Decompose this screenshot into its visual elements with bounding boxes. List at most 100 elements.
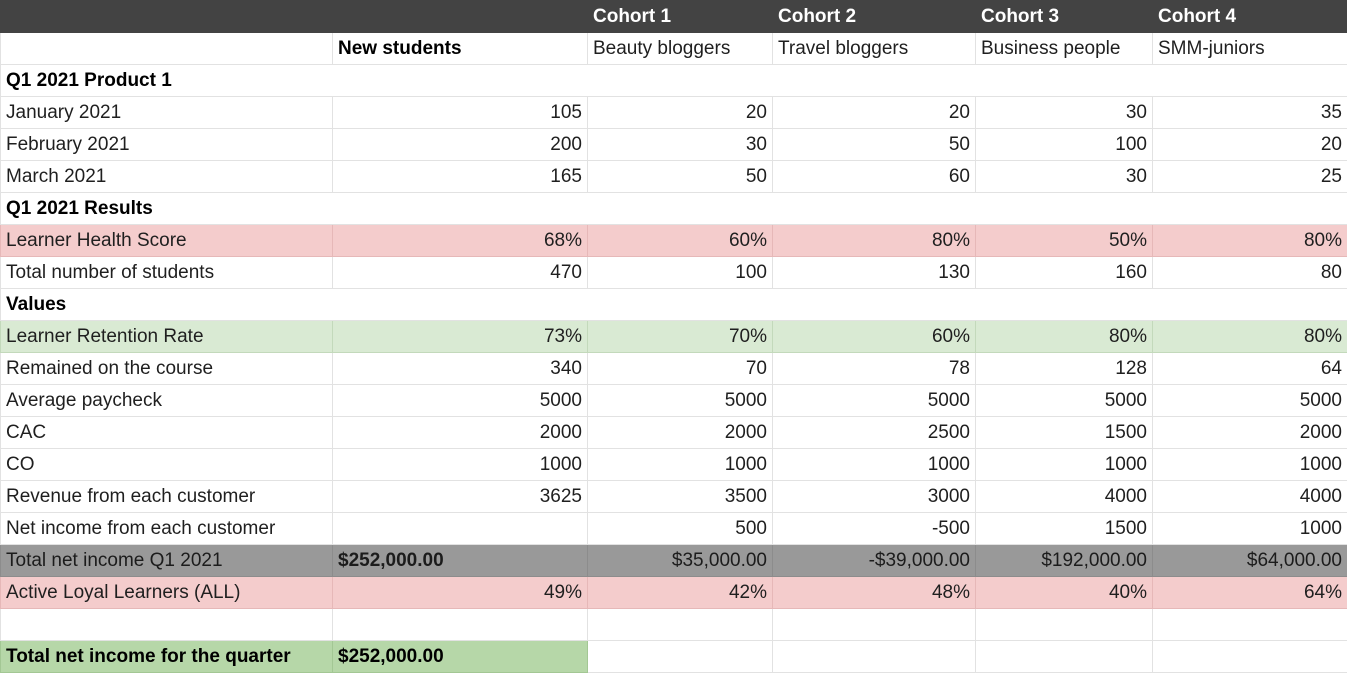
cell[interactable]: 60 [772, 160, 976, 193]
cell[interactable]: 50 [587, 160, 773, 193]
cell[interactable] [332, 288, 588, 321]
cell[interactable]: 20 [1152, 128, 1347, 161]
cell[interactable]: 470 [332, 256, 588, 289]
cell[interactable]: 1000 [332, 448, 588, 481]
cell[interactable] [975, 640, 1153, 673]
cell[interactable]: 42% [587, 576, 773, 609]
cell[interactable] [587, 288, 773, 321]
cohort-1-header[interactable]: Cohort 1 [587, 0, 773, 33]
cell[interactable]: 1000 [975, 448, 1153, 481]
row-label[interactable]: Revenue from each customer [0, 480, 333, 513]
cell[interactable]: 64% [1152, 576, 1347, 609]
cell[interactable]: 1500 [975, 512, 1153, 545]
cell[interactable]: 25 [1152, 160, 1347, 193]
cell[interactable]: 200 [332, 128, 588, 161]
row-label[interactable]: Total number of students [0, 256, 333, 289]
cell[interactable]: 100 [975, 128, 1153, 161]
cell[interactable]: 80% [975, 320, 1153, 353]
cell[interactable]: 30 [975, 96, 1153, 129]
cell[interactable]: 130 [772, 256, 976, 289]
cohort-3-header[interactable]: Cohort 3 [975, 0, 1153, 33]
row-label[interactable]: Active Loyal Learners (ALL) [0, 576, 333, 609]
cell[interactable] [772, 192, 976, 225]
cell[interactable]: 2000 [587, 416, 773, 449]
cell[interactable]: -$39,000.00 [772, 544, 976, 577]
cell[interactable] [772, 64, 976, 97]
row-label[interactable]: January 2021 [0, 96, 333, 129]
row-label[interactable]: Average paycheck [0, 384, 333, 417]
cell[interactable]: 64 [1152, 352, 1347, 385]
cell[interactable]: 160 [975, 256, 1153, 289]
cell[interactable] [0, 608, 333, 641]
cell[interactable]: $192,000.00 [975, 544, 1153, 577]
cell[interactable] [332, 192, 588, 225]
quarter-total-label[interactable]: Total net income for the quarter [0, 640, 333, 673]
cell[interactable]: 105 [332, 96, 588, 129]
cell[interactable] [772, 288, 976, 321]
cell[interactable]: 40% [975, 576, 1153, 609]
cell[interactable]: 2000 [1152, 416, 1347, 449]
cell[interactable]: 1000 [1152, 512, 1347, 545]
cell[interactable] [0, 32, 333, 65]
row-label[interactable]: February 2021 [0, 128, 333, 161]
cell[interactable]: 1000 [1152, 448, 1347, 481]
cell[interactable]: 60% [587, 224, 773, 257]
cell[interactable]: 2500 [772, 416, 976, 449]
cell[interactable]: 49% [332, 576, 588, 609]
cell[interactable]: 340 [332, 352, 588, 385]
cell[interactable]: 20 [772, 96, 976, 129]
cell[interactable]: 500 [587, 512, 773, 545]
cohort-2-header[interactable]: Cohort 2 [772, 0, 976, 33]
cell[interactable]: 80 [1152, 256, 1347, 289]
cell[interactable]: 165 [332, 160, 588, 193]
cell[interactable]: 70% [587, 320, 773, 353]
row-label[interactable]: Learner Health Score [0, 224, 333, 257]
cell[interactable] [1152, 192, 1347, 225]
cell[interactable]: 80% [772, 224, 976, 257]
cohort-3-name[interactable]: Business people [975, 32, 1153, 65]
cell[interactable]: 128 [975, 352, 1153, 385]
cell[interactable]: 5000 [587, 384, 773, 417]
cell[interactable] [772, 640, 976, 673]
cohort-4-name[interactable]: SMM-juniors [1152, 32, 1347, 65]
cell[interactable]: $35,000.00 [587, 544, 773, 577]
cell[interactable]: 78 [772, 352, 976, 385]
cell[interactable]: 80% [1152, 224, 1347, 257]
cell[interactable]: 50 [772, 128, 976, 161]
cell[interactable] [1152, 608, 1347, 641]
cell[interactable] [332, 512, 588, 545]
cell[interactable]: 4000 [1152, 480, 1347, 513]
cell[interactable] [1152, 288, 1347, 321]
cell[interactable] [332, 0, 588, 33]
cell[interactable]: 5000 [1152, 384, 1347, 417]
cell[interactable] [975, 192, 1153, 225]
cell[interactable] [772, 608, 976, 641]
cell[interactable]: 48% [772, 576, 976, 609]
cell[interactable]: 1000 [772, 448, 976, 481]
cell[interactable]: 3000 [772, 480, 976, 513]
cell[interactable]: 30 [975, 160, 1153, 193]
row-label[interactable]: CO [0, 448, 333, 481]
cell[interactable]: 5000 [975, 384, 1153, 417]
cell[interactable] [0, 0, 333, 33]
row-label[interactable]: March 2021 [0, 160, 333, 193]
cell[interactable]: 30 [587, 128, 773, 161]
cell[interactable] [975, 288, 1153, 321]
section-product-label[interactable]: Q1 2021 Product 1 [0, 64, 333, 97]
cell[interactable] [1152, 64, 1347, 97]
cell[interactable] [587, 608, 773, 641]
row-label[interactable]: Total net income Q1 2021 [0, 544, 333, 577]
row-label[interactable]: Learner Retention Rate [0, 320, 333, 353]
row-label[interactable]: Remained on the course [0, 352, 333, 385]
cell[interactable]: 80% [1152, 320, 1347, 353]
cell[interactable]: 68% [332, 224, 588, 257]
cell[interactable]: 1000 [587, 448, 773, 481]
cell[interactable] [587, 64, 773, 97]
quarter-total-value[interactable]: $252,000.00 [332, 640, 588, 673]
cohort-1-name[interactable]: Beauty bloggers [587, 32, 773, 65]
cell[interactable]: 100 [587, 256, 773, 289]
row-label[interactable]: Net income from each customer [0, 512, 333, 545]
cell[interactable]: 60% [772, 320, 976, 353]
cohort-2-name[interactable]: Travel bloggers [772, 32, 976, 65]
cell[interactable] [332, 64, 588, 97]
